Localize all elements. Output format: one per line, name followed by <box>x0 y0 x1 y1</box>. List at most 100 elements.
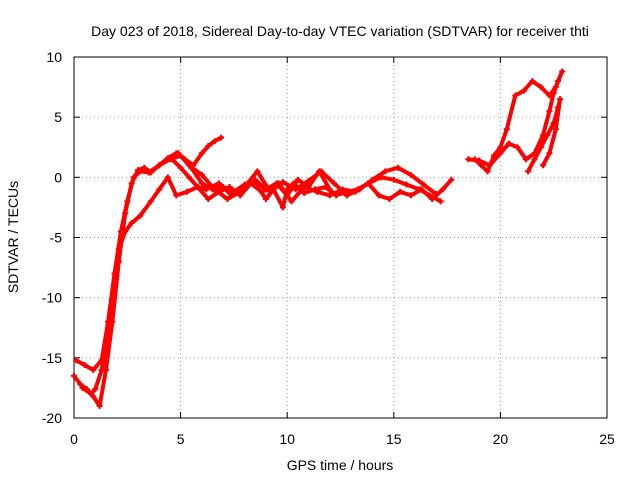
data-point <box>559 68 566 75</box>
data-point <box>73 357 80 364</box>
data-point <box>318 168 325 175</box>
data-point <box>378 174 385 181</box>
data-point <box>292 186 299 193</box>
data-point <box>128 220 135 227</box>
data-point <box>218 134 225 141</box>
data-point <box>497 150 504 157</box>
data-point <box>554 104 561 111</box>
y-tick-label: -20 <box>42 410 62 426</box>
data-point <box>175 150 182 157</box>
x-tick-label: 25 <box>599 431 615 447</box>
data-point <box>529 78 536 85</box>
data-point <box>237 188 244 195</box>
data-point <box>79 384 86 391</box>
data-point <box>198 171 205 178</box>
data-point <box>250 176 257 183</box>
data-point <box>215 180 222 187</box>
data-point <box>546 150 553 157</box>
x-tick-label: 15 <box>386 431 402 447</box>
data-point <box>433 191 440 198</box>
data-point <box>147 198 154 205</box>
data-point <box>194 183 201 190</box>
data-point <box>448 176 455 183</box>
data-point <box>98 366 105 373</box>
data-point <box>186 162 193 169</box>
x-tick-label: 10 <box>279 431 295 447</box>
data-point <box>211 186 218 193</box>
data-point <box>314 188 321 195</box>
data-point <box>552 126 559 133</box>
data-point <box>375 192 382 199</box>
y-tick-label: -5 <box>50 230 63 246</box>
data-point <box>522 156 529 163</box>
y-tick-label: 10 <box>46 49 62 65</box>
chart-title: Day 023 of 2018, Sidereal Day-to-day VTE… <box>91 23 589 39</box>
data-point <box>544 132 551 139</box>
data-point <box>505 140 512 147</box>
data-point <box>177 164 184 171</box>
data-point <box>92 386 99 393</box>
data-point <box>546 108 553 115</box>
data-point <box>322 183 329 190</box>
data-point <box>186 174 193 181</box>
data-point <box>279 179 286 186</box>
data-point <box>124 198 131 205</box>
data-point <box>122 228 129 235</box>
data-point <box>141 164 148 171</box>
data-point <box>339 186 346 193</box>
data-point <box>288 198 295 205</box>
data-point <box>497 144 504 151</box>
data-point <box>262 195 269 202</box>
data-point <box>407 171 414 178</box>
data-point <box>416 186 423 193</box>
data-point <box>105 330 112 337</box>
data-point <box>254 168 261 175</box>
data-point <box>478 162 485 169</box>
plot-frame <box>73 56 608 419</box>
x-tick-label: 20 <box>493 431 509 447</box>
y-tick-label: 5 <box>54 109 62 125</box>
x-axis-label: GPS time / hours <box>287 457 394 473</box>
data-point <box>525 168 532 175</box>
data-point <box>390 176 397 183</box>
data-point <box>275 180 282 187</box>
data-point <box>294 176 301 183</box>
data-point <box>137 168 144 175</box>
data-point <box>145 169 152 176</box>
data-point <box>437 198 444 205</box>
data-point <box>471 156 478 163</box>
data-point <box>77 381 84 388</box>
data-point <box>537 144 544 151</box>
data-point <box>115 246 122 253</box>
data-point <box>137 212 144 219</box>
data-point <box>540 162 547 169</box>
series-track-a <box>72 135 224 408</box>
data-point <box>301 189 308 196</box>
data-point <box>552 84 559 91</box>
data-point <box>407 192 414 199</box>
data-point <box>156 186 163 193</box>
data-point <box>343 192 350 199</box>
x-tick-label: 5 <box>177 431 185 447</box>
data-point <box>403 181 410 188</box>
data-point <box>183 188 190 195</box>
data-point <box>382 168 389 175</box>
data-point <box>203 186 210 193</box>
data-point <box>439 186 446 193</box>
data-point <box>169 156 176 163</box>
data-point <box>537 84 544 91</box>
y-tick-label: 0 <box>54 169 62 185</box>
data-point <box>205 195 212 202</box>
data-point <box>111 282 118 289</box>
data-point <box>205 143 212 150</box>
series-track-c <box>80 175 454 396</box>
y-tick-label: -10 <box>42 290 62 306</box>
data-point <box>90 366 97 373</box>
data-point <box>395 164 402 171</box>
data-point <box>386 195 393 202</box>
series-track-g <box>526 97 563 174</box>
data-point <box>301 183 308 190</box>
data-point <box>198 180 205 187</box>
data-point <box>512 92 519 99</box>
